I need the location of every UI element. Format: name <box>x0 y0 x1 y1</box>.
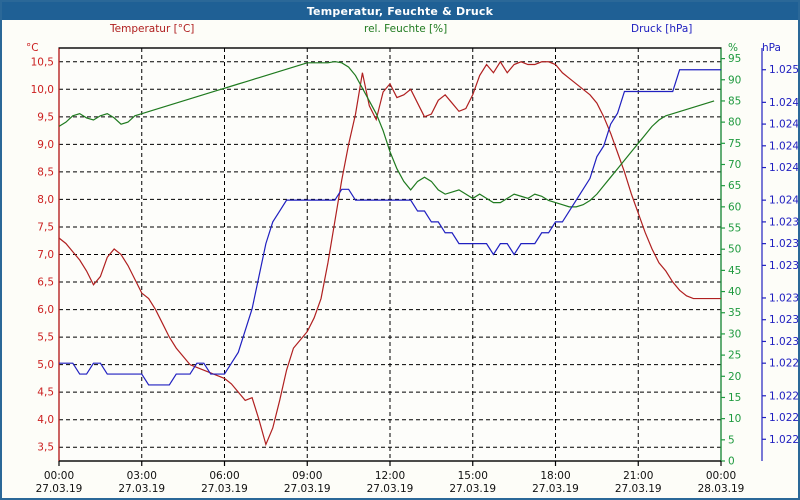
svg-text:50: 50 <box>728 244 741 256</box>
svg-text:1.023: 1.023 <box>769 238 798 250</box>
svg-text:27.03.19: 27.03.19 <box>118 483 165 495</box>
svg-text:7,5: 7,5 <box>37 221 54 233</box>
svg-text:5,5: 5,5 <box>37 332 54 344</box>
svg-text:9,0: 9,0 <box>37 139 54 151</box>
svg-text:80: 80 <box>728 117 741 129</box>
svg-text:27.03.19: 27.03.19 <box>367 483 414 495</box>
svg-text:0: 0 <box>728 456 735 468</box>
vertical-gridlines <box>141 48 639 461</box>
chart-legend: Temperatur [°C] rel. Feuchte [%] Druck [… <box>2 21 798 39</box>
svg-text:10,5: 10,5 <box>31 56 54 68</box>
axis-unit-pressure: hPa <box>762 42 781 54</box>
svg-text:1.024: 1.024 <box>769 195 798 207</box>
axis-ticks-time: 00:0027.03.1903:0027.03.1906:0027.03.190… <box>36 461 745 495</box>
svg-text:85: 85 <box>728 95 741 107</box>
svg-text:6,0: 6,0 <box>37 304 54 316</box>
svg-text:30: 30 <box>728 328 741 340</box>
svg-text:55: 55 <box>728 223 741 235</box>
svg-text:18:00: 18:00 <box>540 470 570 482</box>
svg-text:8,0: 8,0 <box>37 194 54 206</box>
plot-area: 10,5 10,0 9,5 9,0 8,5 8,0 7,5 7,0 6,5 6,0 5,5 5,0 4,… <box>2 39 798 498</box>
svg-text:25: 25 <box>728 350 741 362</box>
svg-text:10,0: 10,0 <box>31 84 54 96</box>
chart-canvas: 10,5 10,0 9,5 9,0 8,5 8,0 7,5 7,0 6,5 6,0 5,5 5,0 4,… <box>31 47 798 495</box>
svg-text:1.023: 1.023 <box>769 292 798 304</box>
legend-item-temperature: Temperatur [°C] <box>110 23 195 35</box>
svg-text:70: 70 <box>728 159 741 171</box>
svg-text:5,0: 5,0 <box>37 359 54 371</box>
svg-text:10: 10 <box>728 413 741 425</box>
data-series-layer <box>58 60 721 447</box>
svg-text:8,5: 8,5 <box>37 166 54 178</box>
svg-text:27.03.19: 27.03.19 <box>284 483 331 495</box>
svg-text:1.023: 1.023 <box>769 216 798 228</box>
svg-text:1.023: 1.023 <box>769 336 798 348</box>
legend-item-humidity: rel. Feuchte [%] <box>364 23 448 35</box>
svg-text:90: 90 <box>728 74 741 86</box>
series-line-pressure <box>59 69 721 386</box>
svg-text:1.024: 1.024 <box>769 97 798 109</box>
svg-text:27.03.19: 27.03.19 <box>449 483 496 495</box>
svg-text:27.03.19: 27.03.19 <box>532 483 579 495</box>
window-title: Temperatur, Feuchte & Druck <box>306 4 494 18</box>
axis-unit-temperature: °C <box>26 42 39 54</box>
svg-text:1.023: 1.023 <box>769 260 798 272</box>
series-line-humidity <box>58 60 715 208</box>
svg-text:28.03.19: 28.03.19 <box>698 483 745 495</box>
svg-text:1.022: 1.022 <box>769 412 798 424</box>
svg-text:15: 15 <box>728 392 741 404</box>
svg-text:6,5: 6,5 <box>37 277 54 289</box>
svg-text:21:00: 21:00 <box>623 470 653 482</box>
svg-text:9,5: 9,5 <box>37 111 54 123</box>
svg-text:1.022: 1.022 <box>769 434 798 446</box>
svg-text:20: 20 <box>728 371 741 383</box>
svg-text:03:00: 03:00 <box>127 470 157 482</box>
svg-text:1.023: 1.023 <box>769 314 798 326</box>
svg-text:27.03.19: 27.03.19 <box>36 483 83 495</box>
svg-text:40: 40 <box>728 286 741 298</box>
svg-text:1.022: 1.022 <box>769 390 798 402</box>
axis-ticks-pressure: 1.025 1.024 1.024 1.024 1.024 1.024 1.023 1.023… <box>762 64 798 446</box>
svg-text:4,0: 4,0 <box>37 414 54 426</box>
svg-text:75: 75 <box>728 138 741 150</box>
svg-text:27.03.19: 27.03.19 <box>201 483 248 495</box>
svg-text:4,5: 4,5 <box>37 387 54 399</box>
svg-text:5: 5 <box>728 434 735 446</box>
svg-text:35: 35 <box>728 307 741 319</box>
series-line-temperature <box>58 60 721 447</box>
svg-text:15:00: 15:00 <box>458 470 488 482</box>
svg-text:27.03.19: 27.03.19 <box>615 483 662 495</box>
axis-unit-humidity: % <box>728 42 738 54</box>
svg-text:45: 45 <box>728 265 741 277</box>
svg-text:1.024: 1.024 <box>769 140 798 152</box>
svg-text:12:00: 12:00 <box>375 470 405 482</box>
svg-text:65: 65 <box>728 180 741 192</box>
svg-text:1.022: 1.022 <box>769 358 798 370</box>
svg-text:7,0: 7,0 <box>37 249 54 261</box>
svg-text:3,5: 3,5 <box>37 442 54 454</box>
svg-text:09:00: 09:00 <box>292 470 322 482</box>
svg-text:95: 95 <box>728 53 741 65</box>
svg-text:06:00: 06:00 <box>209 470 239 482</box>
svg-text:60: 60 <box>728 201 741 213</box>
window-title-bar: Temperatur, Feuchte & Druck <box>2 2 798 20</box>
legend-item-pressure: Druck [hPa] <box>631 23 693 35</box>
svg-text:1.025: 1.025 <box>769 64 798 76</box>
svg-text:1.024: 1.024 <box>769 119 798 131</box>
axis-ticks-temperature: 10,5 10,0 9,5 9,0 8,5 8,0 7,5 7,0 6,5 6,0 5,5 5,0 4,… <box>31 56 54 453</box>
svg-text:00:00: 00:00 <box>44 470 74 482</box>
svg-text:00:00: 00:00 <box>706 470 736 482</box>
svg-text:1.024: 1.024 <box>769 162 798 174</box>
